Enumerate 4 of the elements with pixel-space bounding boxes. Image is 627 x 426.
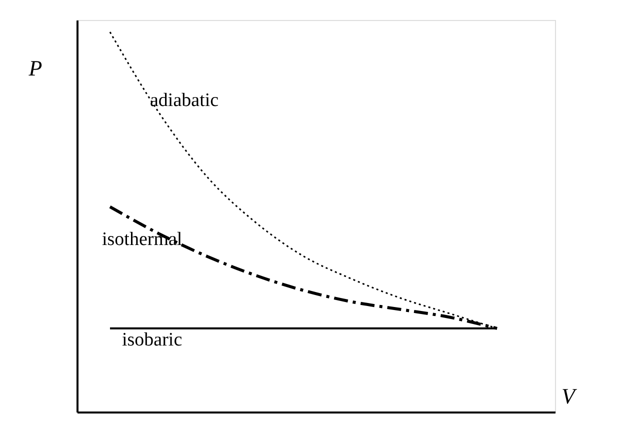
series-label: adiabatic — [150, 90, 219, 111]
x-axis-title: V — [562, 384, 578, 408]
series-label: isobaric — [122, 329, 182, 350]
y-axis-title: P — [28, 56, 42, 80]
